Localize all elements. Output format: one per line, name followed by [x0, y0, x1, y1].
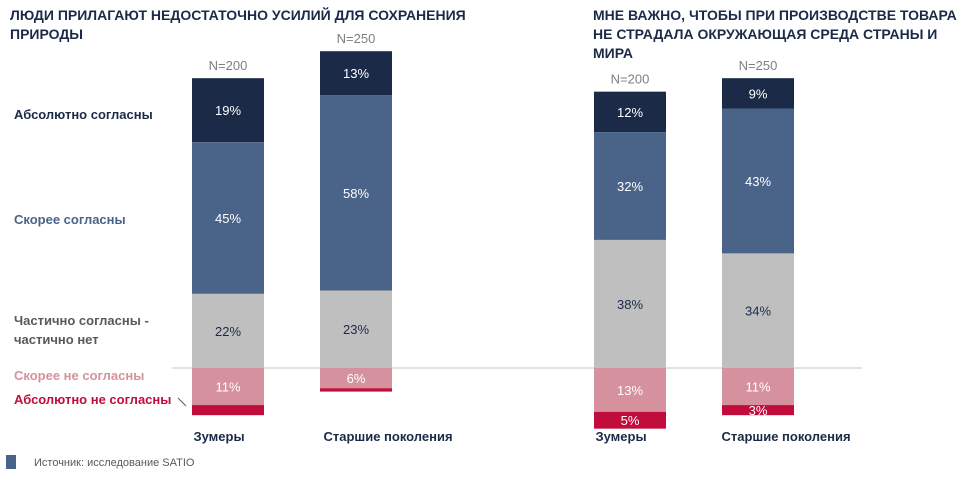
chart-title-right: МНЕ ВАЖНО, ЧТОБЫ ПРИ ПРОИЗВОДСТВЕ ТОВАРА…: [593, 7, 957, 61]
sample-size-label-2-2: N=250: [739, 58, 778, 73]
category-label-2-1: Зумеры: [595, 429, 646, 444]
bar-rather-agree-1-2: [320, 95, 392, 291]
bar-rather-disagree-1-1: [192, 368, 264, 406]
bar-absolutely-disagree-2-2: [722, 405, 794, 416]
data-label-partial-1-1: 22%: [215, 324, 241, 339]
data-label-rather-agree-2-1: 32%: [617, 179, 643, 194]
bar-absolutely-disagree-2-1: [594, 411, 666, 429]
data-label-rather-disagree-1-1: 11%: [215, 380, 240, 395]
bar-partial-2-1: [594, 239, 666, 368]
category-label-1-1: Зумеры: [193, 429, 244, 444]
data-label-absolutely-agree-2-1: 12%: [617, 105, 643, 120]
bar-absolutely-agree-2-2: [722, 78, 794, 109]
bar-partial-1-2: [320, 290, 392, 368]
bar-partial-2-2: [722, 253, 794, 368]
bar-absolutely-agree-1-1: [192, 78, 264, 143]
bar-rather-agree-2-2: [722, 108, 794, 254]
bar-rather-agree-2-1: [594, 132, 666, 240]
chart-title-left: ЛЮДИ ПРИЛАГАЮТ НЕДОСТАТОЧНО УСИЛИЙ ДЛЯ С…: [10, 7, 466, 42]
bar-partial-1-1: [192, 293, 264, 368]
bar-rather-disagree-2-1: [594, 368, 666, 412]
bar-absolutely-agree-1-2: [320, 51, 392, 96]
data-label-rather-disagree-2-1: 13%: [617, 383, 643, 398]
data-label-absolutely-agree-1-1: 19%: [215, 103, 241, 118]
legend-leader-line: [177, 397, 187, 407]
sample-size-label-1-2: N=250: [337, 31, 376, 46]
data-label-rather-disagree-1-2: 6%: [347, 371, 366, 386]
data-label-absolutely-disagree-2-2: 3%: [749, 403, 768, 418]
data-label-rather-agree-1-1: 45%: [215, 211, 241, 226]
source-text: Источник: исследование SATIO: [34, 457, 195, 469]
source-marker: [6, 455, 16, 469]
legend-label-rather-disagree: Скорее не согласны: [14, 368, 144, 383]
category-label-1-2: Старшие поколения: [323, 429, 452, 444]
bar-rather-disagree-1-2: [320, 368, 392, 389]
legend-label-absolutely-agree: Абсолютно согласны: [14, 107, 153, 122]
category-label-2-2: Старшие поколения: [721, 429, 850, 444]
bar-rather-agree-1-1: [192, 142, 264, 294]
legend-label-partial-line2: частично нет: [14, 332, 99, 347]
bar-absolutely-disagree-1-1: [192, 405, 264, 416]
sample-size-label-1-1: N=200: [209, 58, 248, 73]
legend-label-rather-agree: Скорее согласны: [14, 212, 126, 227]
legend-label-partial: Частично согласны -: [14, 313, 149, 328]
data-label-rather-agree-2-2: 43%: [745, 174, 771, 189]
data-label-partial-2-1: 38%: [617, 297, 643, 312]
bar-absolutely-disagree-1-2: [320, 388, 392, 392]
sample-size-label-2-1: N=200: [611, 72, 650, 87]
data-label-partial-2-2: 34%: [745, 304, 771, 319]
data-label-rather-agree-1-2: 58%: [343, 186, 369, 201]
data-label-absolutely-agree-1-2: 13%: [343, 66, 369, 81]
data-label-absolutely-disagree-2-1: 5%: [621, 413, 640, 428]
data-label-rather-disagree-2-2: 11%: [745, 380, 770, 395]
data-label-absolutely-agree-2-2: 9%: [749, 86, 768, 101]
legend-label-absolutely-disagree: Абсолютно не согласны: [14, 392, 171, 407]
bar-absolutely-agree-2-1: [594, 91, 666, 133]
data-label-partial-1-2: 23%: [343, 322, 369, 337]
bar-rather-disagree-2-2: [722, 368, 794, 406]
